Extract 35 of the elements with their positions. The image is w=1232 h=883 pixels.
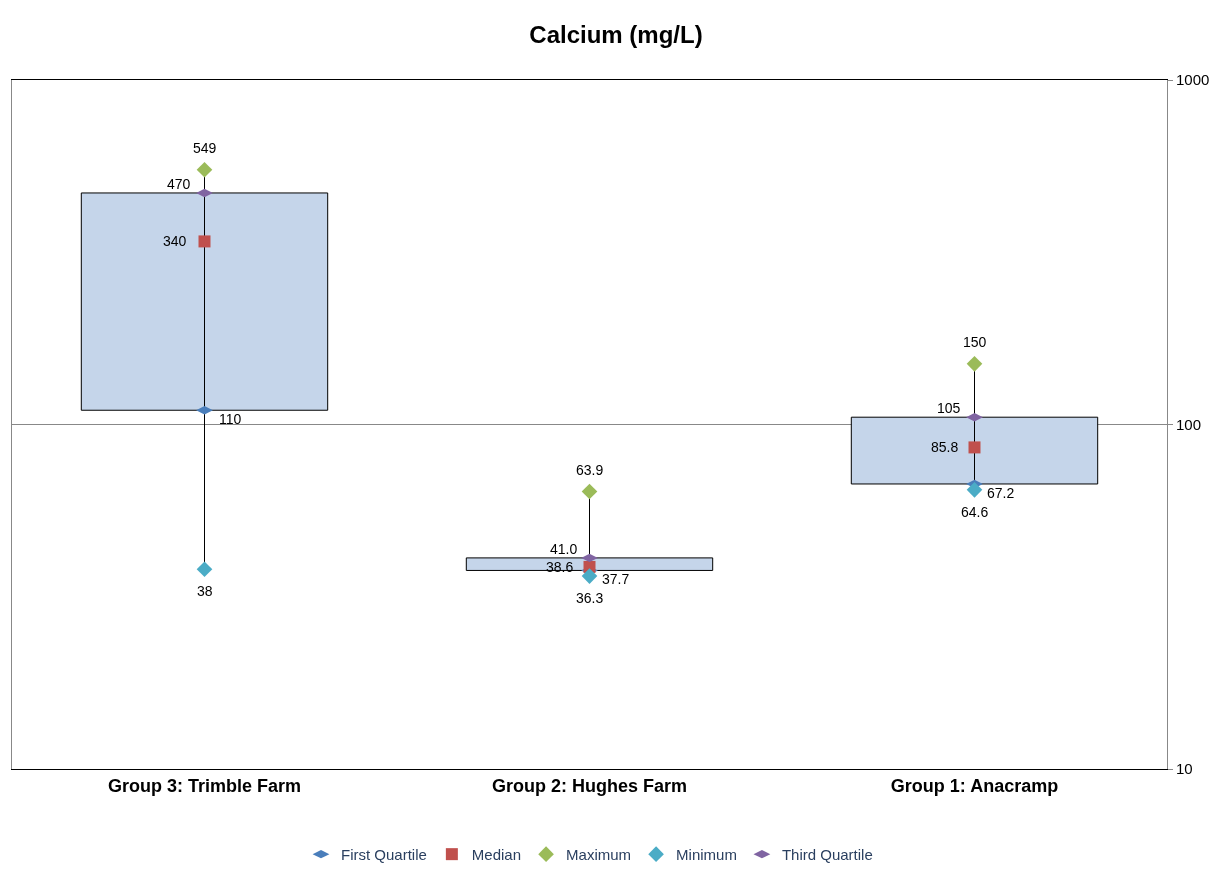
data-label: 340 (163, 233, 187, 249)
point (196, 561, 213, 578)
data-label: 37.7 (602, 571, 630, 587)
legend-label: Minimum (676, 846, 737, 863)
y-tick-label: 100 (1176, 415, 1202, 433)
y-tick-label: 10 (1176, 760, 1193, 778)
bar (465, 557, 714, 571)
point (196, 161, 213, 178)
data-label: 549 (193, 140, 217, 156)
point (581, 568, 598, 584)
data-label: 41.0 (550, 541, 578, 557)
data-label: 150 (963, 334, 987, 350)
x-tick-label: Group 3: Trimble Farm (107, 775, 302, 796)
legend-label: First Quartile (341, 846, 427, 863)
chart-title: Calcium (mg/L) (529, 21, 703, 49)
data-label: 38 (197, 583, 213, 599)
data-label: 110 (219, 411, 242, 427)
data-label: 105 (937, 400, 961, 416)
point (966, 482, 983, 498)
y-tick-label: 1000 (1176, 71, 1210, 89)
legend-label: Third Quartile (781, 846, 873, 863)
point (966, 356, 983, 372)
x-tick-label: Group 1: Anacramp (890, 775, 1059, 796)
legend-label: Maximum (566, 846, 632, 863)
data-label: 36.3 (576, 590, 604, 606)
data-label: 470 (167, 176, 191, 192)
data-label: 85.8 (931, 439, 959, 455)
x-tick-label: Group 2: Hughes Farm (491, 775, 688, 796)
point (581, 483, 598, 500)
data-label: 63.9 (576, 462, 604, 478)
point (198, 235, 211, 248)
point (968, 441, 981, 454)
legend-label: Median (471, 846, 522, 863)
data-label: 64.6 (961, 504, 989, 520)
data-label: 67.2 (987, 485, 1015, 501)
